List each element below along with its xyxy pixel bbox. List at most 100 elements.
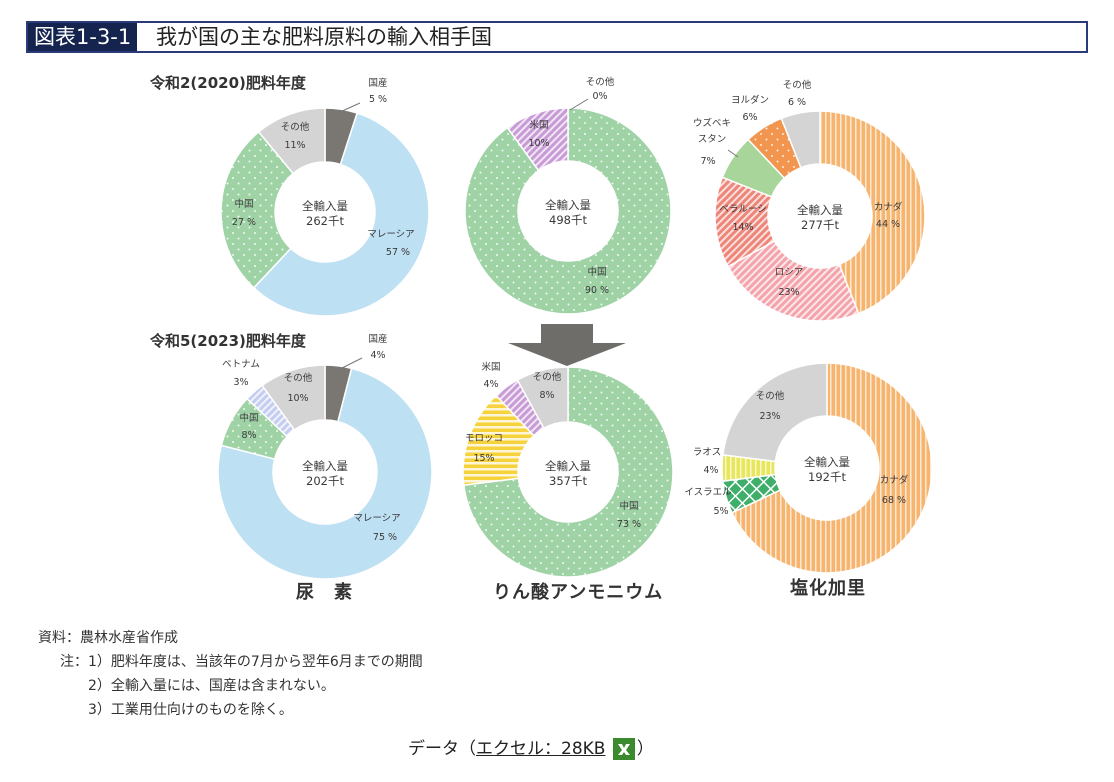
center-total: 192千t xyxy=(808,470,846,484)
data-prefix: データ（ xyxy=(408,739,476,759)
slice-other xyxy=(721,362,828,463)
note-1: 注：1）肥料年度は、当該年の7月から翌年6月までの期間 xyxy=(60,654,423,670)
center-label: 全輸入量 xyxy=(302,459,348,473)
center-total: 498千t xyxy=(549,213,587,227)
slice-name-label: モロッコ xyxy=(465,433,503,444)
category-label-map: りん酸アンモニウム xyxy=(493,582,664,603)
slice-value-label: 15% xyxy=(473,453,494,464)
slice-other xyxy=(516,366,569,430)
slice-name-label: ラオス xyxy=(693,447,722,458)
slice-name-label: 米国 xyxy=(481,361,500,373)
category-label-kcl: 塩化加里 xyxy=(790,578,866,599)
excel-file-icon[interactable] xyxy=(612,738,635,760)
note-2: 2）全輸入量には、国産は含まれない。 xyxy=(88,678,335,694)
center-label: 全輸入量 xyxy=(302,199,348,213)
slice-value-label: 27 % xyxy=(232,217,256,228)
year-label-2020: 令和2(2020)肥料年度 xyxy=(150,74,306,92)
figure-number: 図表1-3-1 xyxy=(28,23,138,51)
slice-name-label: その他 xyxy=(783,79,812,91)
center-label: 全輸入量 xyxy=(797,203,843,217)
slice-value-label: 7% xyxy=(700,156,715,167)
excel-link-text[interactable]: エクセル：28KB xyxy=(476,739,606,759)
slice-other xyxy=(780,110,821,169)
slice-name-label: 中国 xyxy=(587,266,606,278)
slice-name-label: イスラエル xyxy=(684,487,732,498)
slice-canada xyxy=(730,362,933,574)
source-note: 資料：農林水産省作成 xyxy=(38,630,178,646)
leader-line xyxy=(341,357,363,369)
notes: 資料：農林水産省作成 注：1）肥料年度は、当該年の7月から翌年6月までの期間 2… xyxy=(38,626,423,722)
note-3: 3）工業用仕向けのものを除く。 xyxy=(88,702,293,718)
slice-value-label: 0% xyxy=(592,91,607,102)
slice-name-label: 中国 xyxy=(239,412,258,424)
slice-value-label: 8% xyxy=(241,430,256,441)
slice-value-label: 68 % xyxy=(882,495,906,506)
slice-name-label: ウズベキ xyxy=(693,117,731,129)
data-suffix: ） xyxy=(636,739,654,759)
slice-canada xyxy=(819,110,926,315)
slice-china xyxy=(220,130,295,289)
slice-name-label: その他 xyxy=(756,390,785,402)
slice-other xyxy=(261,364,326,431)
slice-malaysia xyxy=(252,112,430,317)
slice-value-label: 44 % xyxy=(876,219,900,230)
slice-value-label: 75 % xyxy=(373,532,397,543)
slice-value-label: 4% xyxy=(370,350,385,361)
slice-value-label: 57 % xyxy=(386,247,410,258)
slice-name-label: マレーシア xyxy=(367,229,414,240)
down-arrow-icon xyxy=(508,324,626,366)
leader-line xyxy=(339,102,361,113)
slice-name-label: その他 xyxy=(533,371,562,383)
slice-name-label: マレーシア xyxy=(353,513,400,524)
slice-name-label: 中国 xyxy=(234,198,253,210)
leader-line xyxy=(727,149,739,158)
slice-name-label: 国産 xyxy=(368,333,387,345)
slice-value-label: 90 % xyxy=(585,285,609,296)
slice-name-label: 米国 xyxy=(529,119,548,131)
center-total: 202千t xyxy=(306,474,344,488)
center-total: 357千t xyxy=(549,474,587,488)
leader-line xyxy=(569,98,589,111)
slice-value-label: 6% xyxy=(742,112,757,123)
slice-china xyxy=(462,366,674,578)
slice-value-label: 4% xyxy=(483,379,498,390)
figure-header: 図表1-3-1 我が国の主な肥料原料の輸入相手国 xyxy=(26,21,1088,53)
slice-name-label: ロシア xyxy=(775,267,804,278)
year-label-2023: 令和5(2023)肥料年度 xyxy=(150,332,306,350)
slice-value-label: 4% xyxy=(703,465,718,476)
slice-malaysia xyxy=(217,367,433,580)
slice-name-label: カナダ xyxy=(874,201,903,213)
slice-usa xyxy=(506,107,569,172)
slice-value-label: 8% xyxy=(539,390,554,401)
center-total: 262千t xyxy=(306,214,344,228)
data-download: データ（エクセル：28KB ） xyxy=(408,734,654,760)
center-label: 全輸入量 xyxy=(545,459,591,473)
slice-value-label: 6 % xyxy=(788,97,806,108)
slice-name-label: その他 xyxy=(284,372,313,384)
slice-name-label: カナダ xyxy=(880,474,909,486)
center-total: 277千t xyxy=(801,218,839,232)
slice-value-label: 73 % xyxy=(617,519,641,530)
slice-value-label: 14% xyxy=(732,222,753,233)
slice-name-label: 国産 xyxy=(368,77,387,89)
slice-value-label: 23% xyxy=(778,287,799,298)
slice-value-label: 11% xyxy=(284,140,305,151)
slice-value-label: 10% xyxy=(287,393,308,404)
slice-value-label: 5% xyxy=(713,506,728,517)
slice-value-label: 23% xyxy=(759,411,780,422)
slice-name-label: ベトナム xyxy=(222,359,260,370)
slice-name-label: ベラルーシ xyxy=(719,204,766,215)
slice-name-label: その他 xyxy=(586,76,615,88)
slice-name-label: 中国 xyxy=(619,500,638,512)
excel-download-link[interactable]: エクセル：28KB xyxy=(476,739,605,759)
center-label: 全輸入量 xyxy=(804,455,850,469)
slice-other xyxy=(257,107,326,175)
slice-russia xyxy=(726,240,860,322)
